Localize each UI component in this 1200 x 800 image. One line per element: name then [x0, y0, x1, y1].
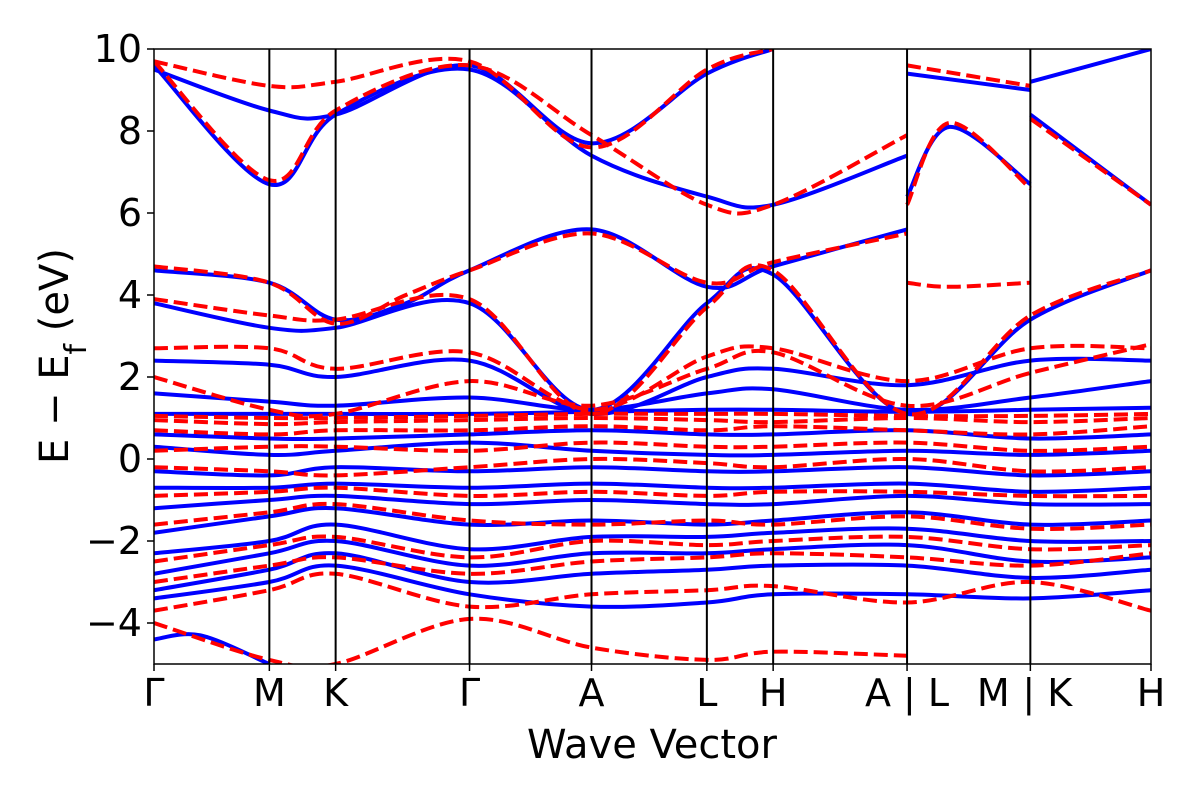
y-tick-label: 2	[118, 355, 142, 399]
x-tick-label: Γ	[143, 671, 164, 715]
x-tick-label: K	[323, 671, 349, 715]
dashed-band-2	[154, 551, 1151, 584]
y-tick-label: 8	[118, 109, 142, 153]
solid-band-1	[154, 563, 1151, 609]
x-tick-label: H	[759, 671, 788, 715]
dashed-band-20	[906, 280, 1031, 289]
x-tick-label: A	[579, 671, 605, 715]
dashed-band-3	[154, 534, 1151, 564]
y-axis-title-unit: (eV)	[32, 248, 78, 344]
solid-band-9	[154, 440, 1151, 458]
y-tick-label: −2	[86, 519, 142, 563]
dashed-band-0	[154, 616, 908, 664]
solid-band-11	[154, 405, 1151, 417]
y-axis-title-subscript: f	[59, 342, 94, 354]
y-axis-title-main: E − E	[32, 354, 78, 464]
x-tick-label: L	[696, 671, 717, 715]
y-tick-label: 0	[118, 437, 142, 481]
dashed-band-1	[154, 571, 1151, 613]
solid-band-4	[154, 522, 1151, 556]
x-tick-label: M	[977, 671, 1010, 715]
high-symmetry-lines	[268, 49, 1032, 664]
plot-frame	[153, 48, 1152, 665]
dashed-band-14	[154, 231, 908, 326]
dashed-band-6	[154, 456, 1151, 478]
bands-layer	[154, 49, 1151, 664]
y-axis: −4 −2 0 2 4 6 8 10	[86, 27, 154, 645]
dashed-band-7	[154, 440, 1151, 453]
dashed-band-4	[154, 501, 1151, 531]
dashed-band-5	[154, 485, 1151, 499]
dashed-band-19	[1029, 117, 1151, 207]
dashed-band-18	[906, 63, 1031, 88]
x-tick-label: H	[1137, 671, 1166, 715]
solid-band-19	[906, 71, 1031, 92]
y-tick-label: 6	[118, 191, 142, 235]
x-axis-title: Wave Vector	[527, 722, 778, 768]
solid-band-6	[154, 493, 1151, 511]
solid-band-3	[154, 538, 1151, 576]
y-tick-label: −4	[86, 601, 142, 645]
dashed-band-11	[154, 342, 1151, 419]
dashed-band-10	[154, 411, 1151, 421]
y-tick-label: 4	[118, 273, 142, 317]
dashed-band-9	[154, 415, 1151, 427]
x-tick-label: Γ	[459, 671, 480, 715]
solid-band-8	[154, 465, 1151, 478]
solid-band-7	[154, 481, 1151, 494]
dashed-band-17	[905, 120, 1032, 206]
x-tick-label: M	[253, 671, 286, 715]
solid-band-12	[154, 379, 1151, 412]
solid-band-2	[154, 551, 1151, 593]
y-axis-title: E − Ef (eV)	[32, 248, 94, 464]
x-tick-label: A | L	[865, 671, 949, 716]
dashed-band-8	[154, 424, 1151, 437]
solid-band-21	[1029, 49, 1151, 84]
y-tick-label: 10	[94, 27, 142, 71]
dashed-band-16	[154, 49, 774, 150]
x-tick-label: | K	[1022, 671, 1073, 716]
